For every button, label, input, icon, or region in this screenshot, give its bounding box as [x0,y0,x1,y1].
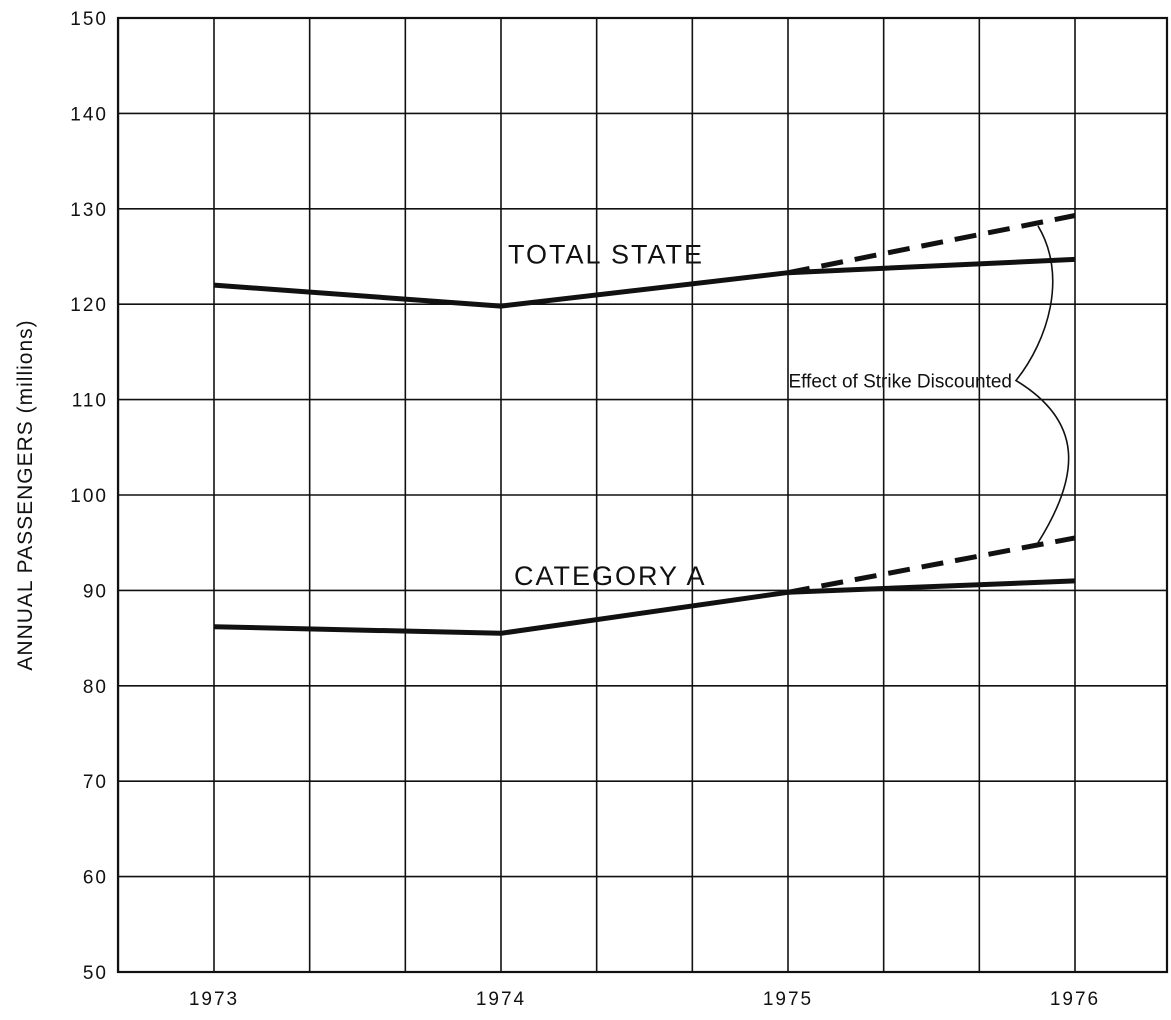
y-tick-labels: 50 60 70 80 90 100 110 120 130 140 150 [70,9,108,984]
y-tick-label-90: 90 [83,581,108,602]
y-axis-label: ANNUAL PASSENGERS (millions) [14,319,37,670]
y-tick-label-110: 110 [72,391,108,412]
series-line-total-state-solid [213,256,1076,309]
y-tick-label-100: 100 [70,486,108,507]
grid [117,17,1167,973]
series-lines [213,213,1076,636]
plot-border [116,16,1169,974]
annotation-brace [1014,225,1070,544]
x-tick-label-1975: 1975 [763,989,813,1010]
series-line-category-a-solid [213,578,1076,636]
x-tick-labels: 1973 1974 1975 1976 [189,989,1100,1010]
y-tick-label-140: 140 [70,104,108,125]
series-line-category-a-dashed [787,535,1076,595]
series-label-total-state: TOTAL STATE [508,239,704,269]
plot-frame [116,16,1169,974]
y-tick-label-150: 150 [70,9,108,30]
y-tick-label-60: 60 [83,868,108,889]
series-line-total-state-dashed [787,213,1076,276]
x-tick-label-1973: 1973 [189,989,239,1010]
y-tick-label-120: 120 [70,295,108,316]
x-tick-label-1974: 1974 [476,989,526,1010]
annotations: Effect of Strike Discounted [788,225,1070,544]
y-tick-label-130: 130 [70,200,108,221]
annotation-effect-of-strike: Effect of Strike Discounted [788,372,1012,393]
y-tick-label-80: 80 [83,677,108,698]
x-tick-label-1976: 1976 [1050,989,1100,1010]
series-label-category-a: CATEGORY A [514,561,707,591]
y-tick-label-50: 50 [83,963,108,984]
y-tick-label-70: 70 [83,772,108,793]
